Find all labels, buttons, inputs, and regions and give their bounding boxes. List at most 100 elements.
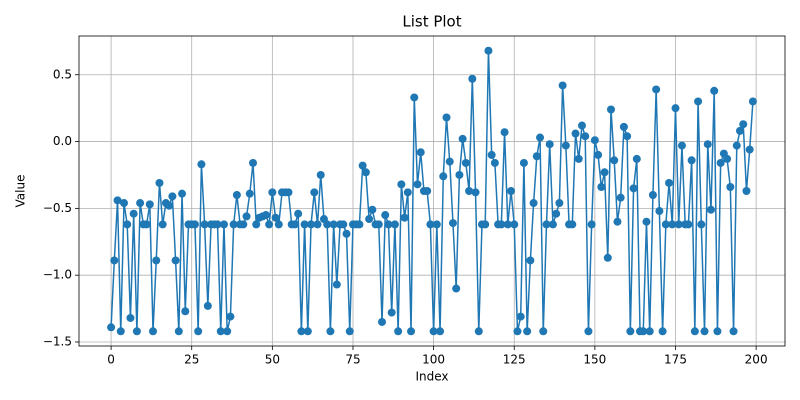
marker [523, 327, 532, 336]
marker [632, 154, 641, 163]
marker [600, 168, 609, 177]
marker [149, 327, 158, 336]
marker [697, 220, 706, 229]
x-tick-label: 150 [583, 353, 606, 367]
marker [452, 284, 461, 293]
marker [571, 129, 580, 138]
marker [203, 301, 212, 310]
marker [739, 120, 748, 129]
marker [142, 220, 151, 229]
marker [687, 156, 696, 165]
marker [145, 200, 154, 209]
marker [552, 209, 561, 218]
marker [668, 220, 677, 229]
marker [448, 219, 457, 228]
marker [226, 312, 235, 321]
marker [603, 253, 612, 262]
marker [439, 172, 448, 181]
marker [729, 327, 738, 336]
marker [229, 220, 238, 229]
marker [390, 220, 399, 229]
marker [323, 220, 332, 229]
marker [510, 220, 519, 229]
marker [400, 213, 409, 222]
marker [168, 192, 177, 201]
marker [616, 193, 625, 202]
y-axis-label: Value [14, 175, 28, 208]
marker [458, 134, 467, 143]
marker [652, 85, 661, 94]
marker [465, 187, 474, 195]
marker [252, 220, 261, 229]
marker [129, 209, 138, 218]
marker [529, 199, 538, 208]
marker [426, 220, 435, 229]
marker [378, 317, 387, 326]
marker [158, 220, 167, 229]
y-tick-label: 0.5 [53, 67, 72, 81]
marker [397, 180, 406, 189]
marker [171, 256, 180, 265]
marker [594, 150, 603, 159]
marker [481, 220, 490, 229]
marker [455, 170, 464, 179]
marker [410, 93, 419, 102]
marker [610, 156, 619, 165]
chart-title: List Plot [402, 13, 461, 31]
marker [197, 160, 206, 169]
marker [174, 327, 183, 336]
marker [126, 313, 135, 322]
marker [136, 199, 145, 208]
marker [539, 327, 548, 336]
marker [703, 140, 712, 149]
marker [461, 158, 470, 167]
marker [468, 74, 477, 83]
marker [339, 220, 348, 229]
marker [429, 327, 438, 336]
marker [555, 199, 564, 208]
marker [745, 145, 754, 154]
marker [732, 141, 741, 150]
marker [597, 182, 606, 191]
marker [726, 182, 735, 191]
marker [584, 327, 593, 336]
x-tick-label: 175 [664, 353, 687, 367]
marker [113, 196, 122, 205]
x-tick-label: 25 [184, 353, 199, 367]
marker [181, 307, 190, 316]
marker [645, 327, 654, 336]
marker [642, 217, 651, 226]
marker [542, 220, 551, 229]
marker [658, 327, 667, 336]
marker [245, 189, 254, 198]
marker [606, 105, 615, 114]
x-tick-label: 125 [503, 353, 526, 367]
marker [190, 220, 199, 229]
marker [387, 308, 396, 317]
marker [503, 220, 512, 229]
marker [152, 256, 161, 265]
x-tick-label: 100 [422, 353, 445, 367]
marker [413, 180, 422, 189]
marker [665, 178, 674, 187]
marker [239, 220, 248, 229]
marker [361, 168, 370, 177]
marker [423, 187, 432, 195]
marker [407, 327, 416, 336]
marker [736, 126, 745, 135]
marker [345, 327, 354, 336]
marker [200, 220, 209, 229]
marker [284, 188, 293, 197]
marker [694, 97, 703, 106]
marker [290, 220, 299, 229]
y-tick-label: −1.0 [43, 268, 72, 282]
marker [261, 211, 270, 220]
marker [294, 209, 303, 218]
marker [674, 220, 683, 229]
marker [500, 128, 509, 137]
marker [374, 220, 383, 229]
marker [219, 220, 228, 229]
marker [526, 256, 535, 265]
marker [178, 189, 187, 198]
